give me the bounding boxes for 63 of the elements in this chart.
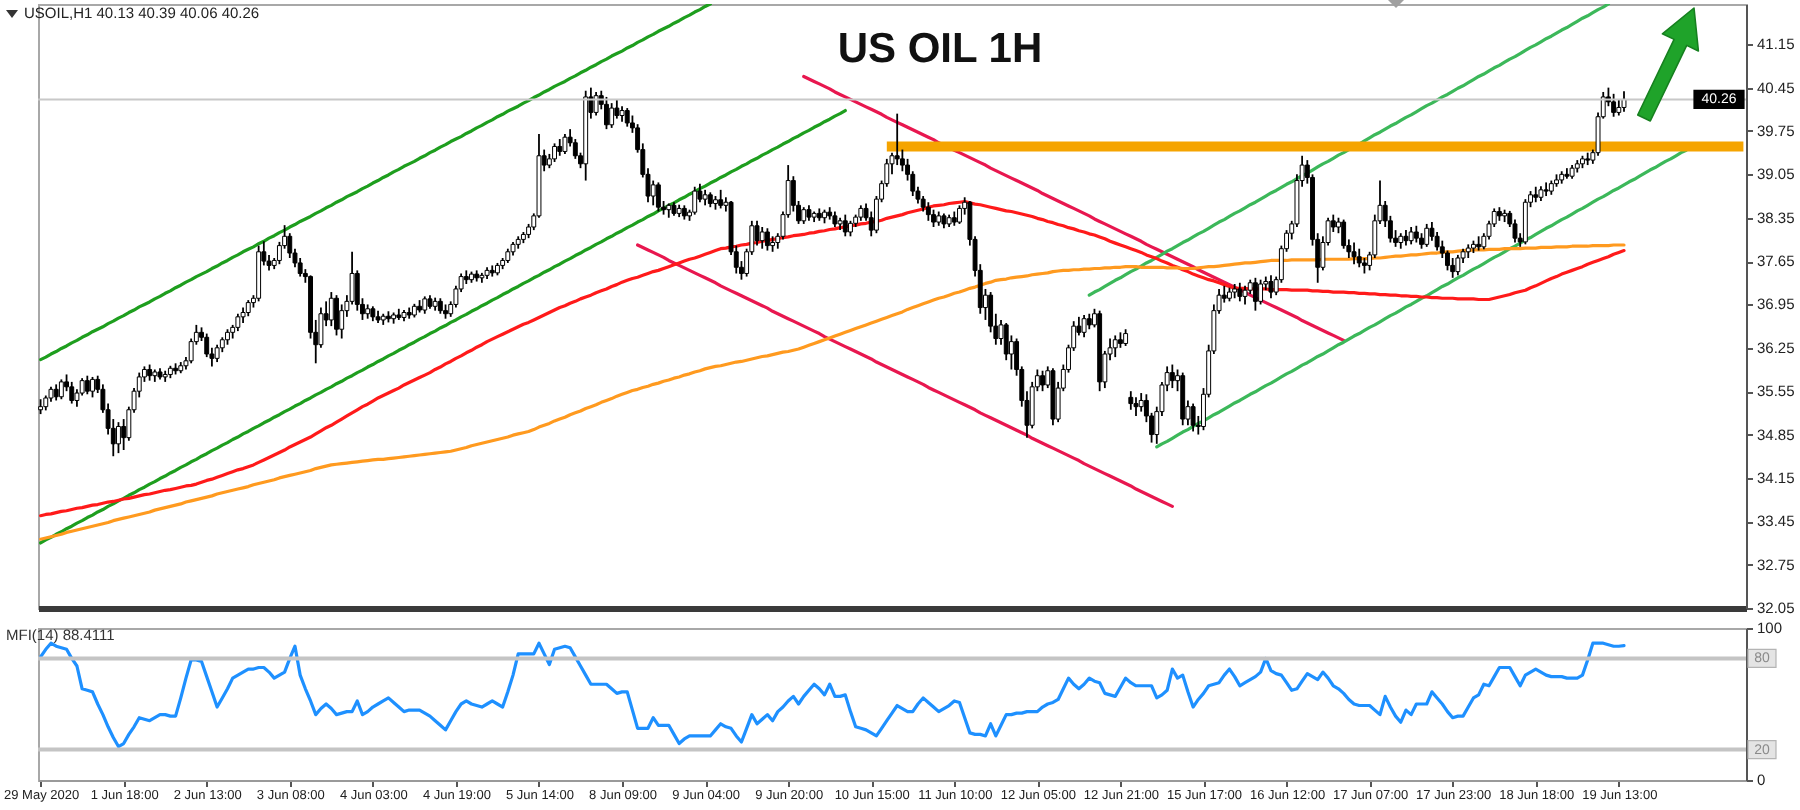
candlestick: [624, 107, 630, 128]
candlestick: [90, 376, 95, 399]
candlestick: [1512, 218, 1518, 244]
candlestick: [116, 421, 121, 455]
line-series: [802, 74, 1346, 342]
candlestick: [925, 201, 931, 222]
candlestick: [894, 112, 900, 166]
candlestick: [1351, 241, 1357, 266]
candlestick: [1128, 390, 1134, 411]
candlestick: [957, 204, 962, 225]
candlestick: [1237, 281, 1243, 303]
candlestick: [552, 142, 557, 163]
candlestick: [328, 291, 334, 328]
candlestick: [764, 227, 770, 252]
candlestick: [1424, 223, 1430, 248]
candlestick: [1081, 314, 1087, 339]
candlestick: [1450, 257, 1456, 279]
candlestick: [1003, 322, 1009, 362]
candlestick: [1356, 247, 1362, 269]
candlestick: [1522, 198, 1528, 246]
candlestick: [1621, 90, 1627, 113]
candlestick: [297, 257, 303, 278]
candlestick: [1258, 278, 1264, 306]
candlestick: [256, 244, 262, 303]
candlestick: [1455, 253, 1461, 277]
line-series: [39, 108, 847, 545]
candlestick: [58, 378, 64, 401]
line-series: [39, 200, 1626, 518]
candlestick: [339, 303, 345, 340]
candlestick: [1445, 249, 1450, 272]
candlestick: [1242, 284, 1248, 306]
candlestick: [287, 232, 293, 259]
line-series: [636, 243, 1174, 508]
candlestick: [1341, 218, 1347, 250]
candlestick: [1190, 402, 1196, 433]
candlestick: [1611, 92, 1617, 118]
candlestick: [1268, 274, 1274, 300]
candlestick: [1169, 363, 1175, 389]
candlestick: [334, 294, 339, 337]
candlestick: [1252, 276, 1258, 312]
candlestick: [759, 226, 765, 250]
candlestick: [692, 185, 698, 216]
line-series: [39, 641, 1626, 749]
candlestick: [593, 91, 599, 117]
line-series: [1155, 148, 1688, 449]
candlestick: [204, 332, 210, 359]
candlestick: [655, 181, 661, 213]
candlestick: [614, 99, 620, 120]
candlestick: [562, 133, 568, 155]
candlestick: [609, 102, 615, 129]
candlestick: [1180, 371, 1186, 427]
candlestick: [842, 213, 848, 238]
candlestick: [1133, 396, 1139, 417]
text: US OIL 1H: [837, 26, 1043, 72]
candlestick: [604, 96, 609, 131]
candlestick: [718, 188, 724, 210]
candlestick: [1476, 235, 1482, 252]
line-series: [1087, 4, 1611, 297]
candlestick: [1112, 334, 1118, 359]
candlestick: [84, 374, 90, 396]
candlestick: [1040, 369, 1045, 393]
candlestick: [69, 380, 75, 405]
candlestick: [754, 219, 760, 247]
